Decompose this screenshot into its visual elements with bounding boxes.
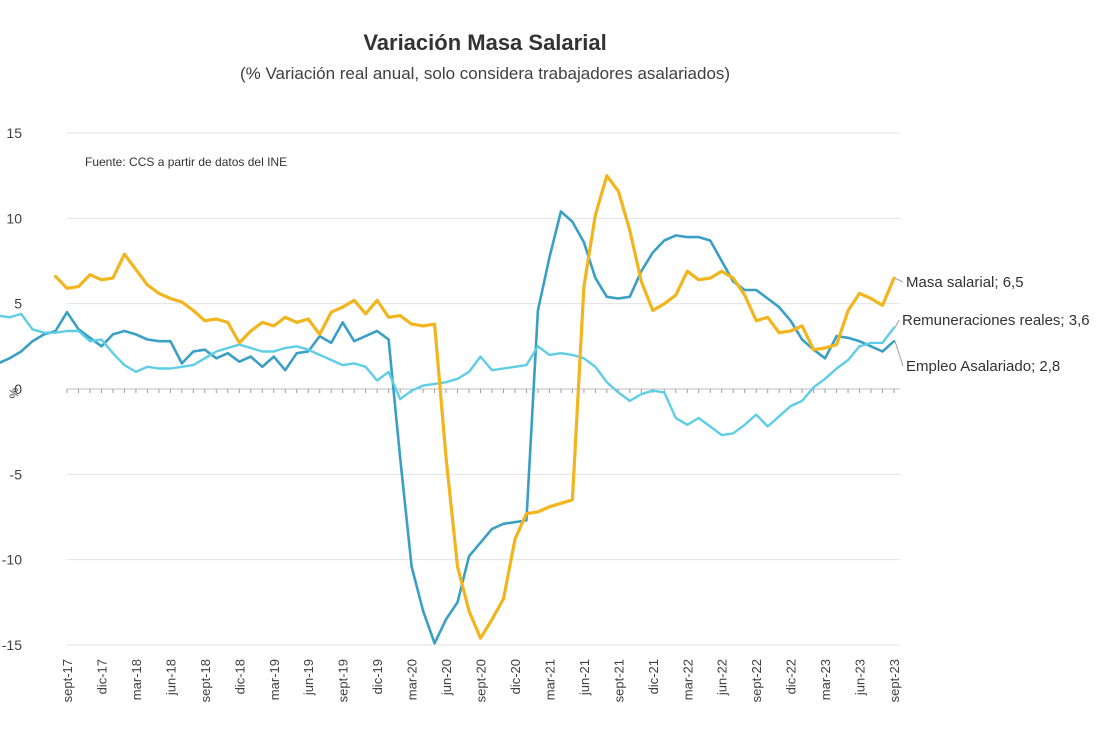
y-axis-label: % [7,387,21,398]
x-tick-label: mar-23 [818,659,833,700]
x-tick-label: jun-23 [853,659,868,696]
series-label-leader [894,277,904,283]
series-end-label: Empleo Asalariado; 2,8 [906,358,1060,375]
y-tick-label: -15 [2,637,22,653]
x-tick-label: jun-21 [577,659,592,696]
source-note: Fuente: CCS a partir de datos del INE [85,155,287,169]
x-tick-label: sept-22 [749,659,764,702]
x-tick-label: dic-18 [232,659,247,694]
x-tick-label: sept-17 [60,659,75,702]
x-tick-label: jun-20 [439,659,454,696]
x-tick-label: jun-22 [715,659,730,696]
x-tick-label: mar-20 [405,659,420,700]
series-label-leader [894,319,900,328]
x-tick-label: mar-18 [129,659,144,700]
x-tick-label: sept-18 [198,659,213,702]
x-tick-label: sept-20 [474,659,489,702]
series-line-empleo-asalariado [0,210,896,645]
x-tick-label: dic-17 [94,659,109,694]
y-tick-label: 15 [6,125,22,141]
x-tick-label: dic-19 [370,659,385,694]
y-tick-label: 10 [6,210,22,226]
x-tick-label: mar-21 [542,659,557,700]
x-tick-label: sept-23 [887,659,902,702]
series-end-label: Remuneraciones reales; 3,6 [902,312,1090,329]
x-tick-label: dic-21 [646,659,661,694]
y-tick-label: 5 [14,296,22,312]
y-tick-label: -5 [10,466,23,482]
chart-title: Variación Masa Salarial [363,30,607,55]
chart-subtitle: (% Variación real anual, solo considera … [239,64,731,83]
y-tick-label: -10 [2,552,22,568]
x-tick-label: dic-20 [508,659,523,694]
y-tick-label: 0 [14,381,22,397]
series-line-masa-salarial [53,174,896,640]
x-tick-label: jun-18 [163,659,178,696]
x-tick-label: jun-19 [301,659,316,696]
x-tick-label: mar-19 [267,659,282,700]
x-tick-label: sept-21 [611,659,626,702]
x-tick-label: sept-19 [336,659,351,702]
series-label-leader [894,341,904,367]
series-line-remuneraciones-reales [0,312,896,437]
series-end-label: Masa salarial; 6,5 [906,274,1024,291]
x-tick-label: mar-22 [680,659,695,700]
x-tick-label: dic-22 [784,659,799,694]
